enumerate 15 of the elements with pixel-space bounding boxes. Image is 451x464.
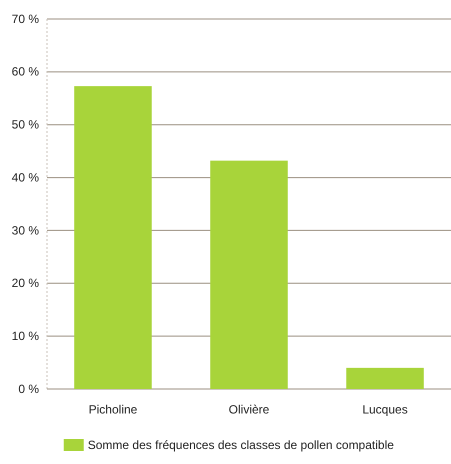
y-tick-label: 50 % bbox=[12, 118, 40, 132]
y-tick-label: 10 % bbox=[12, 328, 40, 343]
x-tick-label: Picholine bbox=[88, 402, 138, 417]
y-tick-label: 60 % bbox=[12, 64, 40, 79]
bar bbox=[74, 86, 152, 389]
x-tick-label: Lucques bbox=[362, 402, 408, 417]
bar bbox=[210, 160, 288, 389]
legend-label: Somme des fréquences des classes de pollen compatible bbox=[88, 438, 394, 452]
y-tick-label: 30 % bbox=[12, 223, 40, 238]
y-tick-label: 0 % bbox=[18, 382, 40, 396]
y-tick-label: 70 % bbox=[12, 12, 40, 26]
x-tick-label: Olivière bbox=[228, 402, 270, 417]
y-tick-label: 20 % bbox=[12, 276, 40, 290]
bar bbox=[346, 368, 424, 389]
y-tick-label: 40 % bbox=[12, 170, 40, 184]
